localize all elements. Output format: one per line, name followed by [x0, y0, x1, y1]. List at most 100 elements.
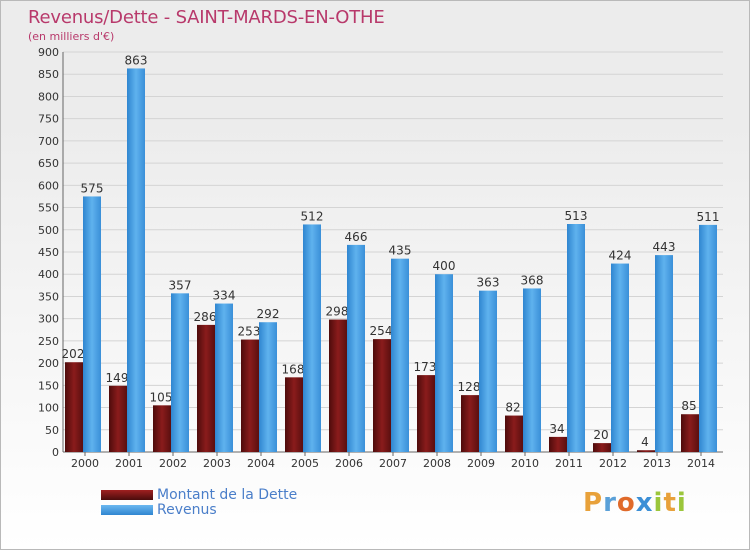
- bar-dette: [637, 450, 655, 452]
- logo-letter: t: [663, 488, 677, 518]
- data-label-dette: 253: [238, 325, 261, 339]
- legend-item-dette: Montant de la Dette: [101, 486, 298, 503]
- x-tick-label: 2012: [599, 457, 627, 470]
- y-tick-label: 100: [38, 402, 59, 415]
- logo-letter: i: [653, 488, 664, 518]
- bar-dette: [241, 339, 259, 452]
- y-tick-label: 300: [38, 313, 59, 326]
- bar-dette: [505, 415, 523, 452]
- data-label-revenus: 368: [521, 273, 544, 287]
- data-label-revenus: 400: [433, 259, 456, 273]
- bar-dette: [593, 443, 611, 452]
- bar-dette: [681, 414, 699, 452]
- data-label-dette: 4: [641, 435, 649, 449]
- data-label-revenus: 357: [169, 278, 192, 292]
- y-tick-label: 600: [38, 179, 59, 192]
- legend-label-dette: Montant de la Dette: [157, 486, 298, 503]
- bar-revenus: [655, 255, 673, 452]
- data-label-revenus: 363: [477, 276, 500, 290]
- proxiti-logo: Proxiti: [583, 488, 687, 518]
- data-label-dette: 105: [150, 390, 173, 404]
- x-tick-label: 2006: [335, 457, 363, 470]
- data-label-revenus: 443: [653, 240, 676, 254]
- chart-legend: Montant de la Dette Revenus: [101, 486, 298, 518]
- data-label-dette: 85: [681, 399, 696, 413]
- data-label-dette: 20: [593, 428, 608, 442]
- y-tick-label: 650: [38, 157, 59, 170]
- bar-revenus: [171, 293, 189, 452]
- logo-letter: r: [603, 488, 617, 518]
- chart-subtitle: (en milliers d'€): [28, 30, 115, 43]
- bar-dette: [109, 385, 127, 452]
- logo-letter: P: [583, 488, 604, 518]
- data-label-dette: 286: [194, 310, 217, 324]
- legend-swatch-revenus: [101, 504, 153, 515]
- bar-revenus: [699, 224, 717, 452]
- bar-revenus: [435, 274, 453, 452]
- x-tick-label: 2008: [423, 457, 451, 470]
- bar-dette: [417, 375, 435, 452]
- x-tick-label: 2000: [71, 457, 99, 470]
- y-tick-label: 350: [38, 290, 59, 303]
- data-label-dette: 254: [370, 324, 393, 338]
- data-label-dette: 128: [458, 380, 481, 394]
- data-label-dette: 149: [106, 371, 129, 385]
- data-label-dette: 173: [414, 360, 437, 374]
- data-label-dette: 82: [505, 401, 520, 415]
- bar-revenus: [215, 303, 233, 452]
- x-tick-label: 2004: [247, 457, 275, 470]
- y-tick-label: 150: [38, 379, 59, 392]
- y-tick-label: 900: [38, 46, 59, 59]
- data-label-revenus: 424: [609, 249, 632, 263]
- bar-dette: [549, 436, 567, 452]
- x-tick-label: 2013: [643, 457, 671, 470]
- bar-dette: [373, 339, 391, 452]
- bar-revenus: [347, 244, 365, 452]
- bar-revenus: [611, 263, 629, 452]
- bar-dette: [153, 405, 171, 452]
- chart-title: Revenus/Dette - SAINT-MARDS-EN-OTHE: [28, 7, 385, 28]
- y-tick-label: 50: [45, 424, 59, 437]
- x-tick-label: 2009: [467, 457, 495, 470]
- logo-letter: x: [635, 488, 654, 518]
- bar-revenus: [83, 196, 101, 452]
- bar-dette: [285, 377, 303, 452]
- bar-revenus: [567, 224, 585, 452]
- y-tick-label: 250: [38, 335, 59, 348]
- y-tick-label: 850: [38, 68, 59, 81]
- data-label-dette: 34: [549, 422, 564, 436]
- data-label-revenus: 511: [697, 210, 720, 224]
- data-label-dette: 202: [62, 347, 85, 361]
- y-tick-label: 750: [38, 113, 59, 126]
- data-label-revenus: 863: [125, 53, 148, 67]
- x-tick-label: 2002: [159, 457, 187, 470]
- y-tick-label: 500: [38, 224, 59, 237]
- bar-revenus: [391, 258, 409, 452]
- bar-revenus: [523, 288, 541, 452]
- data-label-revenus: 512: [301, 209, 324, 223]
- data-label-revenus: 292: [257, 307, 280, 321]
- x-tick-label: 2007: [379, 457, 407, 470]
- y-tick-label: 450: [38, 246, 59, 259]
- y-tick-label: 550: [38, 202, 59, 215]
- y-tick-label: 700: [38, 135, 59, 148]
- logo-letter: o: [616, 488, 636, 518]
- x-tick-label: 2010: [511, 457, 539, 470]
- bar-dette: [197, 324, 215, 452]
- data-label-dette: 168: [282, 362, 305, 376]
- bar-revenus: [303, 224, 321, 452]
- y-tick-label: 0: [52, 446, 59, 459]
- bar-dette: [329, 319, 347, 452]
- data-label-revenus: 513: [565, 209, 588, 223]
- bar-revenus: [127, 68, 145, 452]
- data-label-dette: 298: [326, 305, 349, 319]
- logo-letter: i: [676, 488, 687, 518]
- x-tick-label: 2003: [203, 457, 231, 470]
- bar-dette: [65, 362, 83, 452]
- x-tick-label: 2005: [291, 457, 319, 470]
- data-label-revenus: 435: [389, 244, 412, 258]
- bar-revenus: [259, 322, 277, 452]
- y-tick-label: 400: [38, 268, 59, 281]
